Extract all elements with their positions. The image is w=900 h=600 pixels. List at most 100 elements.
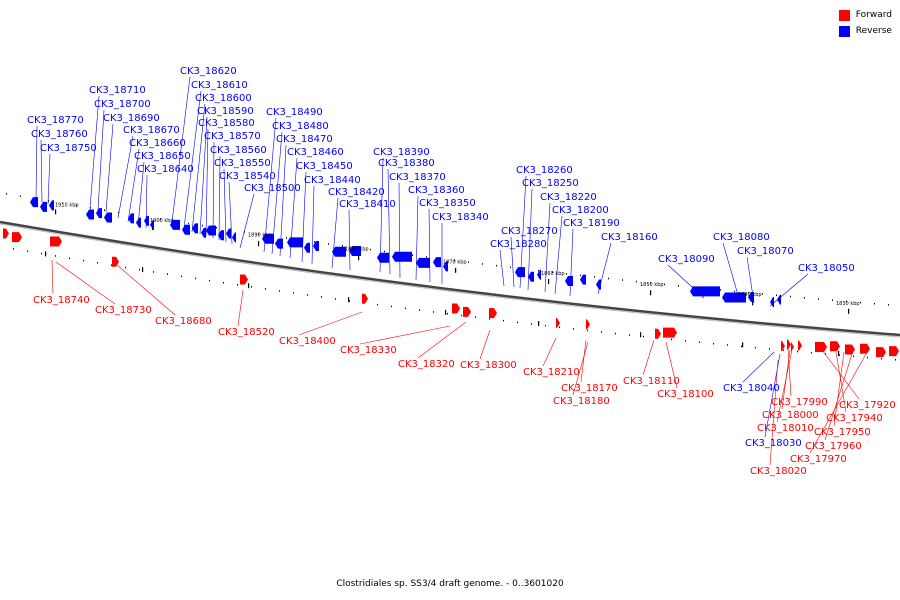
reverse-gene[interactable] bbox=[262, 233, 274, 244]
gene-label[interactable]: CK3_17990 bbox=[771, 397, 828, 408]
gene-label[interactable]: CK3_18710 bbox=[89, 85, 146, 96]
gene-label[interactable]: CK3_17940 bbox=[826, 413, 883, 424]
forward-gene[interactable] bbox=[787, 339, 791, 350]
forward-gene[interactable] bbox=[3, 228, 9, 239]
gene-label[interactable]: CK3_18460 bbox=[287, 147, 344, 158]
gene-label[interactable]: CK3_17920 bbox=[839, 400, 896, 411]
gene-label[interactable]: CK3_18440 bbox=[304, 175, 361, 186]
reverse-gene[interactable] bbox=[580, 274, 586, 285]
reverse-gene[interactable] bbox=[40, 201, 47, 212]
gene-label[interactable]: CK3_18370 bbox=[389, 172, 446, 183]
gene-label[interactable]: CK3_18540 bbox=[219, 171, 276, 182]
gene-label[interactable]: CK3_18450 bbox=[296, 161, 353, 172]
forward-gene[interactable] bbox=[798, 340, 802, 351]
gene-label[interactable]: CK3_18680 bbox=[155, 316, 212, 327]
reverse-gene[interactable] bbox=[150, 219, 154, 230]
reverse-gene[interactable] bbox=[690, 286, 720, 297]
forward-gene[interactable] bbox=[815, 342, 827, 353]
reverse-gene[interactable] bbox=[349, 246, 361, 257]
reverse-gene[interactable] bbox=[218, 230, 224, 241]
gene-label[interactable]: CK3_18020 bbox=[750, 466, 807, 477]
gene-label[interactable]: CK3_18470 bbox=[276, 134, 333, 145]
reverse-gene[interactable] bbox=[30, 197, 38, 208]
forward-gene[interactable] bbox=[12, 232, 22, 243]
forward-gene[interactable] bbox=[876, 347, 886, 358]
gene-label[interactable]: CK3_18500 bbox=[244, 183, 301, 194]
reverse-gene[interactable] bbox=[96, 208, 102, 219]
gene-label[interactable]: CK3_18000 bbox=[762, 410, 819, 421]
forward-gene[interactable] bbox=[791, 341, 794, 352]
reverse-gene[interactable] bbox=[226, 228, 231, 239]
gene-label[interactable]: CK3_18390 bbox=[373, 147, 430, 158]
forward-gene[interactable] bbox=[860, 343, 870, 354]
reverse-gene[interactable] bbox=[748, 291, 754, 302]
reverse-gene[interactable] bbox=[201, 227, 206, 238]
forward-gene[interactable] bbox=[845, 344, 855, 355]
reverse-gene[interactable] bbox=[49, 200, 54, 211]
gene-label[interactable]: CK3_18040 bbox=[723, 383, 780, 394]
forward-gene[interactable] bbox=[112, 256, 119, 267]
gene-label[interactable]: CK3_18380 bbox=[378, 158, 435, 169]
forward-gene[interactable] bbox=[586, 319, 590, 330]
gene-label[interactable]: CK3_18590 bbox=[197, 106, 254, 117]
forward-gene[interactable] bbox=[463, 306, 471, 317]
gene-label[interactable]: CK3_18070 bbox=[737, 246, 794, 257]
reverse-gene[interactable] bbox=[136, 217, 141, 228]
gene-label[interactable]: CK3_18050 bbox=[798, 263, 855, 274]
gene-label[interactable]: CK3_18550 bbox=[214, 158, 271, 169]
gene-label[interactable]: CK3_18640 bbox=[137, 164, 194, 175]
reverse-gene[interactable] bbox=[537, 269, 541, 280]
gene-label[interactable]: CK3_18250 bbox=[522, 178, 579, 189]
reverse-gene[interactable] bbox=[770, 296, 774, 307]
reverse-gene[interactable] bbox=[528, 271, 534, 282]
gene-label[interactable]: CK3_18080 bbox=[713, 232, 770, 243]
gene-label[interactable]: CK3_17950 bbox=[814, 427, 871, 438]
gene-label[interactable]: CK3_18770 bbox=[27, 115, 84, 126]
gene-label[interactable]: CK3_18100 bbox=[657, 389, 714, 400]
forward-gene[interactable] bbox=[240, 274, 248, 285]
gene-label[interactable]: CK3_18580 bbox=[198, 118, 255, 129]
reverse-gene[interactable] bbox=[377, 252, 389, 263]
gene-label[interactable]: CK3_18670 bbox=[123, 125, 180, 136]
gene-label[interactable]: CK3_18620 bbox=[180, 66, 237, 77]
gene-label[interactable]: CK3_18610 bbox=[191, 80, 248, 91]
gene-label[interactable]: CK3_18400 bbox=[279, 336, 336, 347]
forward-gene[interactable] bbox=[781, 340, 785, 351]
gene-label[interactable]: CK3_17960 bbox=[805, 441, 862, 452]
reverse-gene[interactable] bbox=[565, 275, 573, 286]
gene-label[interactable]: CK3_18300 bbox=[460, 360, 517, 371]
reverse-gene[interactable] bbox=[313, 241, 319, 252]
gene-label[interactable]: CK3_18600 bbox=[195, 93, 252, 104]
gene-label[interactable]: CK3_18750 bbox=[40, 143, 97, 154]
gene-label[interactable]: CK3_18010 bbox=[757, 423, 814, 434]
reverse-gene[interactable] bbox=[206, 225, 216, 236]
gene-label[interactable]: CK3_18360 bbox=[408, 185, 465, 196]
reverse-gene[interactable] bbox=[515, 267, 525, 278]
gene-label[interactable]: CK3_18170 bbox=[561, 383, 618, 394]
reverse-gene[interactable] bbox=[777, 294, 781, 305]
reverse-gene[interactable] bbox=[287, 237, 303, 248]
gene-label[interactable]: CK3_18110 bbox=[623, 376, 680, 387]
reverse-gene[interactable] bbox=[443, 261, 448, 272]
forward-gene[interactable] bbox=[452, 303, 460, 314]
reverse-gene[interactable] bbox=[332, 246, 346, 257]
gene-label[interactable]: CK3_18200 bbox=[552, 205, 609, 216]
gene-label[interactable]: CK3_18490 bbox=[266, 107, 323, 118]
gene-label[interactable]: CK3_18420 bbox=[328, 187, 385, 198]
forward-gene[interactable] bbox=[50, 236, 62, 247]
gene-label[interactable]: CK3_18760 bbox=[31, 129, 88, 140]
forward-gene[interactable] bbox=[889, 346, 899, 357]
reverse-gene[interactable] bbox=[304, 242, 310, 253]
reverse-gene[interactable] bbox=[596, 279, 601, 290]
gene-label[interactable]: CK3_18320 bbox=[398, 359, 455, 370]
gene-label[interactable]: CK3_18180 bbox=[553, 396, 610, 407]
reverse-gene[interactable] bbox=[416, 257, 430, 268]
gene-label[interactable]: CK3_18160 bbox=[601, 232, 658, 243]
gene-label[interactable]: CK3_18090 bbox=[658, 254, 715, 265]
forward-gene[interactable] bbox=[489, 308, 497, 319]
reverse-gene[interactable] bbox=[392, 251, 412, 262]
gene-label[interactable]: CK3_18700 bbox=[94, 99, 151, 110]
gene-label[interactable]: CK3_18690 bbox=[103, 113, 160, 124]
forward-gene[interactable] bbox=[830, 341, 840, 352]
reverse-gene[interactable] bbox=[722, 292, 746, 303]
